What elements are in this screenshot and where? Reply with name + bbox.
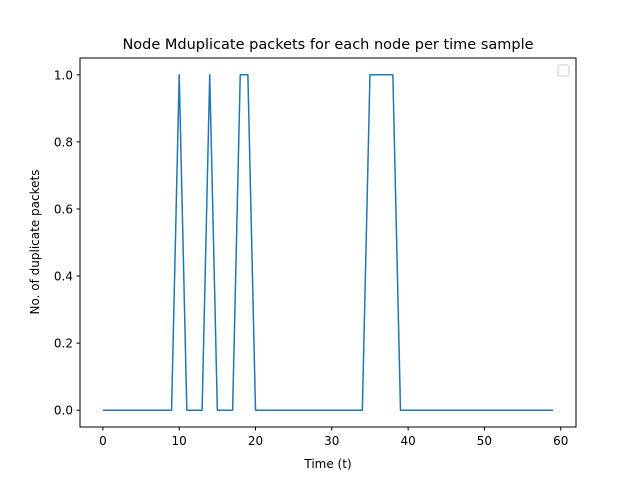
x-tick-label: 30 <box>324 434 339 448</box>
plot-area <box>102 74 554 411</box>
y-axis-label: No. of duplicate packets <box>28 170 42 315</box>
series-line-0 <box>102 74 554 411</box>
legend <box>557 64 570 77</box>
y-axis-ticks: 0.0 0.2 0.4 0.6 0.8 1.0 <box>54 68 80 418</box>
chart-title: Node Mduplicate packets for each node pe… <box>122 37 533 53</box>
y-tick-label: 0.4 <box>54 270 73 284</box>
x-axis-ticks: 0 10 20 30 40 50 60 <box>99 427 568 448</box>
plot-frame <box>79 57 577 428</box>
legend-box <box>557 64 570 77</box>
x-tick-label: 10 <box>172 434 187 448</box>
y-tick-label: 0.6 <box>54 202 73 216</box>
x-tick-label: 50 <box>477 434 492 448</box>
x-tick-label: 20 <box>248 434 263 448</box>
x-tick-label: 0 <box>99 434 107 448</box>
x-tick-label: 60 <box>553 434 568 448</box>
y-tick-label: 0.8 <box>54 135 73 149</box>
y-tick-label: 1.0 <box>54 68 73 82</box>
y-tick-label: 0.2 <box>54 337 73 351</box>
x-axis-label: Time (t) <box>303 457 351 471</box>
y-tick-label: 0.0 <box>54 404 73 418</box>
x-tick-label: 40 <box>400 434 415 448</box>
